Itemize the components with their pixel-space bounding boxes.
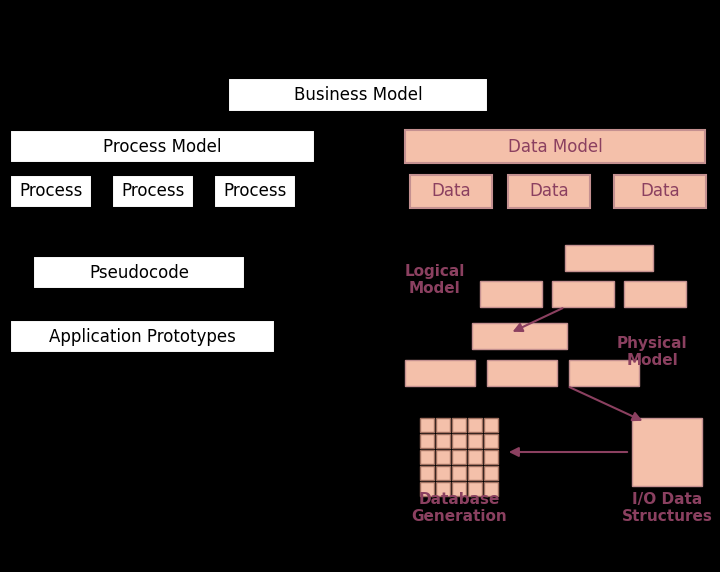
Bar (214, 175, 296, 208)
Bar (410, 175, 492, 208)
Bar (484, 418, 498, 432)
Bar (472, 323, 567, 349)
Bar (436, 482, 450, 496)
Text: Data: Data (640, 182, 680, 201)
Bar (484, 434, 498, 448)
Bar (420, 418, 434, 432)
Bar (405, 130, 705, 163)
Bar (420, 482, 434, 496)
Text: Process: Process (19, 182, 83, 201)
Bar (420, 434, 434, 448)
Text: Data Model: Data Model (508, 137, 603, 156)
Bar (452, 466, 466, 480)
Bar (480, 281, 542, 307)
Bar (420, 450, 434, 464)
Bar (569, 360, 639, 386)
Text: Data: Data (529, 182, 569, 201)
Bar (452, 434, 466, 448)
Text: Application Prototypes: Application Prototypes (49, 328, 236, 345)
Bar (614, 175, 706, 208)
Bar (436, 434, 450, 448)
Bar (468, 482, 482, 496)
Bar (484, 466, 498, 480)
Bar (452, 418, 466, 432)
Bar (565, 245, 653, 271)
Bar (632, 418, 702, 486)
Bar (468, 434, 482, 448)
Bar (436, 418, 450, 432)
Text: Process Model: Process Model (103, 137, 222, 156)
Bar (10, 175, 92, 208)
Bar (487, 360, 557, 386)
Text: Logical
Model: Logical Model (405, 264, 465, 296)
Bar (508, 175, 590, 208)
Bar (452, 450, 466, 464)
Text: Process: Process (223, 182, 287, 201)
Bar (10, 130, 315, 163)
Text: Database
Generation: Database Generation (411, 492, 507, 524)
Bar (468, 418, 482, 432)
Bar (484, 450, 498, 464)
Bar (436, 466, 450, 480)
Bar (624, 281, 686, 307)
Text: Data: Data (431, 182, 471, 201)
Bar (420, 466, 434, 480)
Text: Business Model: Business Model (294, 86, 423, 104)
Bar (552, 281, 614, 307)
Text: I/O Data
Structures: I/O Data Structures (621, 492, 712, 524)
Bar (468, 450, 482, 464)
Bar (468, 466, 482, 480)
Bar (484, 482, 498, 496)
Bar (228, 78, 488, 112)
Text: Physical
Model: Physical Model (617, 336, 688, 368)
Text: Pseudocode: Pseudocode (89, 264, 189, 281)
Bar (452, 482, 466, 496)
Bar (112, 175, 194, 208)
Text: Process: Process (121, 182, 185, 201)
Bar (33, 256, 245, 289)
Bar (436, 450, 450, 464)
Bar (10, 320, 275, 353)
Bar (405, 360, 475, 386)
